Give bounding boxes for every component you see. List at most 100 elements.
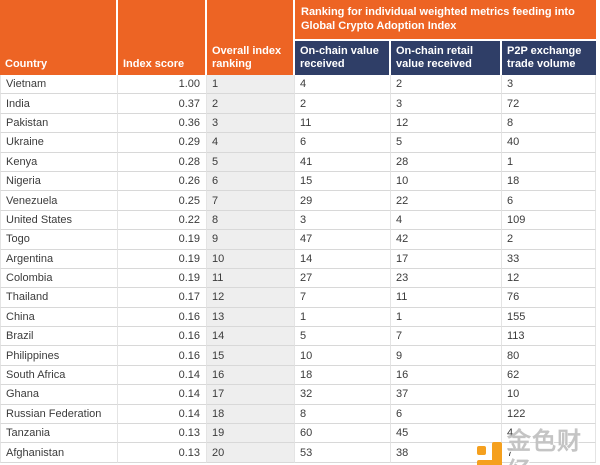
cell-p2p-volume: 62 bbox=[502, 365, 596, 386]
cell-overall-ranking: 1 bbox=[207, 75, 295, 95]
cell-onchain-retail: 4 bbox=[391, 210, 502, 231]
cell-overall-ranking: 17 bbox=[207, 385, 295, 405]
cell-p2p-volume: 3 bbox=[502, 75, 596, 95]
cell-index-score: 0.25 bbox=[118, 191, 207, 211]
cell-index-score: 0.28 bbox=[118, 152, 207, 172]
cell-onchain-value: 29 bbox=[295, 191, 391, 211]
cell-country: Colombia bbox=[0, 268, 118, 289]
cell-onchain-value: 27 bbox=[295, 268, 391, 289]
cell-index-score: 0.26 bbox=[118, 171, 207, 192]
col-header-onchain-value-label: On-chain value received bbox=[300, 45, 379, 70]
cell-overall-ranking: 10 bbox=[207, 249, 295, 269]
cell-p2p-volume: 113 bbox=[502, 327, 596, 347]
col-header-country: Country bbox=[0, 0, 118, 75]
cell-overall-ranking: 14 bbox=[207, 327, 295, 347]
col-header-onchain-retail: On-chain retail value received bbox=[391, 41, 502, 75]
cell-country: Philippines bbox=[0, 346, 118, 366]
cell-onchain-retail: 3 bbox=[391, 94, 502, 114]
cell-country: South Africa bbox=[0, 365, 118, 386]
cell-country: Afghanistan bbox=[0, 443, 118, 463]
cell-index-score: 0.14 bbox=[118, 404, 207, 425]
col-header-index-score: Index score bbox=[118, 0, 207, 75]
col-header-p2p-volume-label: P2P exchange trade volume bbox=[507, 45, 582, 70]
cell-p2p-volume: 76 bbox=[502, 288, 596, 308]
cell-overall-ranking: 5 bbox=[207, 152, 295, 172]
cell-overall-ranking: 16 bbox=[207, 365, 295, 386]
cell-onchain-retail: 2 bbox=[391, 75, 502, 95]
cell-index-score: 0.16 bbox=[118, 307, 207, 328]
cell-onchain-value: 14 bbox=[295, 249, 391, 269]
cell-onchain-retail: 22 bbox=[391, 191, 502, 211]
cell-onchain-value: 4 bbox=[295, 75, 391, 95]
cell-onchain-value: 11 bbox=[295, 113, 391, 134]
cell-p2p-volume: 122 bbox=[502, 404, 596, 425]
cell-onchain-value: 15 bbox=[295, 171, 391, 192]
cell-country: United States bbox=[0, 210, 118, 231]
cell-onchain-retail: 10 bbox=[391, 171, 502, 192]
cell-onchain-retail: 42 bbox=[391, 230, 502, 250]
cell-overall-ranking: 9 bbox=[207, 230, 295, 250]
col-header-onchain-value: On-chain value received bbox=[295, 41, 391, 75]
cell-onchain-retail: 16 bbox=[391, 365, 502, 386]
cell-index-score: 0.16 bbox=[118, 327, 207, 347]
cell-onchain-retail: 17 bbox=[391, 249, 502, 269]
cell-index-score: 0.29 bbox=[118, 133, 207, 153]
col-header-index-score-label: Index score bbox=[123, 57, 185, 70]
cell-p2p-volume: 155 bbox=[502, 307, 596, 328]
cell-overall-ranking: 11 bbox=[207, 268, 295, 289]
cell-overall-ranking: 12 bbox=[207, 288, 295, 308]
cell-onchain-value: 18 bbox=[295, 365, 391, 386]
cell-onchain-value: 5 bbox=[295, 327, 391, 347]
cell-p2p-volume: 72 bbox=[502, 94, 596, 114]
cell-index-score: 0.14 bbox=[118, 385, 207, 405]
cell-p2p-volume: 6 bbox=[502, 191, 596, 211]
cell-country: Ghana bbox=[0, 385, 118, 405]
cell-onchain-value: 53 bbox=[295, 443, 391, 463]
cell-index-score: 0.14 bbox=[118, 365, 207, 386]
cell-index-score: 0.16 bbox=[118, 346, 207, 366]
cell-onchain-retail: 28 bbox=[391, 152, 502, 172]
col-header-country-label: Country bbox=[5, 57, 48, 70]
cell-onchain-retail: 6 bbox=[391, 404, 502, 425]
cell-overall-ranking: 7 bbox=[207, 191, 295, 211]
cell-country: Brazil bbox=[0, 327, 118, 347]
cell-onchain-value: 3 bbox=[295, 210, 391, 231]
cell-onchain-value: 10 bbox=[295, 346, 391, 366]
cell-onchain-retail: 9 bbox=[391, 346, 502, 366]
cell-onchain-retail: 11 bbox=[391, 288, 502, 308]
cell-overall-ranking: 15 bbox=[207, 346, 295, 366]
cell-country: Thailand bbox=[0, 288, 118, 308]
cell-index-score: 0.19 bbox=[118, 230, 207, 250]
cell-country: Ukraine bbox=[0, 133, 118, 153]
cell-index-score: 1.00 bbox=[118, 75, 207, 95]
cell-p2p-volume: 18 bbox=[502, 171, 596, 192]
cell-p2p-volume: 109 bbox=[502, 210, 596, 231]
col-header-onchain-retail-label: On-chain retail value received bbox=[396, 45, 474, 70]
cell-onchain-retail: 37 bbox=[391, 385, 502, 405]
cell-p2p-volume: 10 bbox=[502, 385, 596, 405]
cell-onchain-value: 41 bbox=[295, 152, 391, 172]
cell-overall-ranking: 2 bbox=[207, 94, 295, 114]
cell-overall-ranking: 4 bbox=[207, 133, 295, 153]
cell-index-score: 0.22 bbox=[118, 210, 207, 231]
cell-p2p-volume: 40 bbox=[502, 133, 596, 153]
cell-onchain-value: 47 bbox=[295, 230, 391, 250]
cell-onchain-value: 6 bbox=[295, 133, 391, 153]
cell-overall-ranking: 13 bbox=[207, 307, 295, 328]
cell-index-score: 0.37 bbox=[118, 94, 207, 114]
metrics-banner-label: Ranking for individual weighted metrics … bbox=[301, 6, 575, 32]
cell-overall-ranking: 3 bbox=[207, 113, 295, 134]
cell-p2p-volume: 4 bbox=[502, 424, 596, 444]
cell-country: Kenya bbox=[0, 152, 118, 172]
cell-onchain-retail: 7 bbox=[391, 327, 502, 347]
cell-index-score: 0.17 bbox=[118, 288, 207, 308]
cell-country: Russian Federation bbox=[0, 404, 118, 425]
cell-index-score: 0.19 bbox=[118, 268, 207, 289]
cell-overall-ranking: 19 bbox=[207, 424, 295, 444]
col-header-overall-ranking-label: Overall index ranking bbox=[212, 45, 282, 70]
cell-onchain-value: 32 bbox=[295, 385, 391, 405]
cell-p2p-volume: 7 bbox=[502, 443, 596, 463]
cell-onchain-value: 60 bbox=[295, 424, 391, 444]
cell-p2p-volume: 12 bbox=[502, 268, 596, 289]
